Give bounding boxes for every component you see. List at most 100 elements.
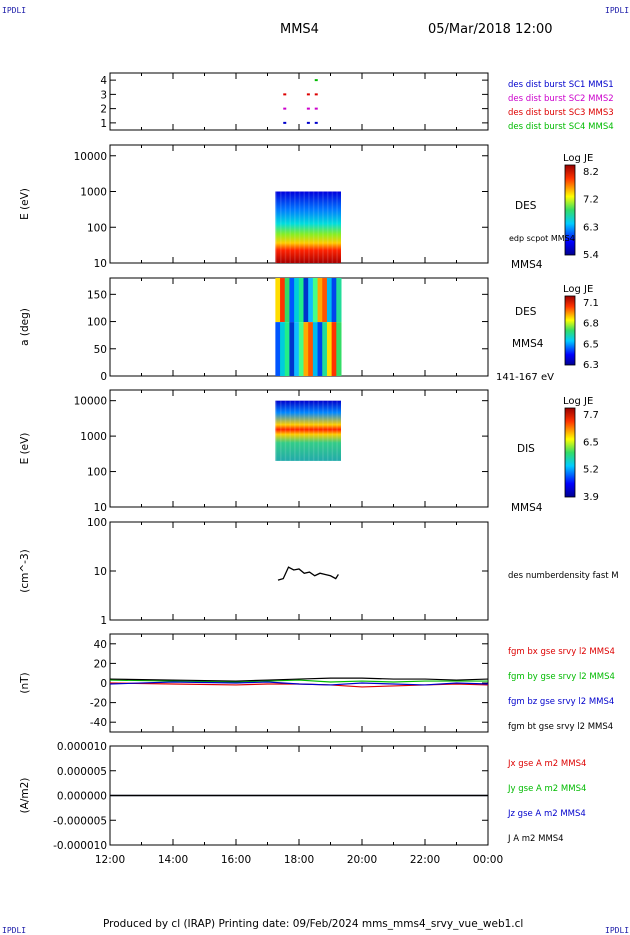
legend-entry: J A m2 MMS4	[507, 834, 564, 844]
pitch-angle-cell	[322, 322, 328, 376]
spectrogram-stripe	[284, 191, 287, 263]
spectrogram-stripe	[308, 191, 310, 263]
spectrogram-stripe	[294, 400, 296, 461]
y-tick-label: 1000	[80, 187, 107, 199]
colorbar-title: Log JE	[563, 153, 593, 164]
pitch-angle-cell	[331, 322, 337, 376]
y-tick-label: 0	[100, 678, 107, 690]
spectrogram-stripe	[336, 400, 338, 461]
colorbar-tick-label: 8.2	[583, 167, 599, 178]
colorbar-tick-label: 5.4	[583, 250, 599, 261]
spectrogram-stripe	[331, 400, 334, 461]
pitch-angle-cell	[326, 322, 333, 376]
x-tick-label: 16:00	[221, 854, 251, 866]
spectrogram-stripe	[322, 400, 324, 461]
spectrogram-stripe	[275, 400, 277, 461]
x-tick-label: 00:00	[473, 854, 503, 866]
burst-mark	[306, 93, 310, 96]
spectrogram-stripe	[298, 400, 301, 461]
burst-mark	[314, 121, 318, 124]
pitch-angle-cell	[336, 278, 342, 323]
y-tick-label: 10000	[74, 151, 107, 163]
corner-label-bottom-left: IPDLI	[2, 926, 27, 935]
spectrogram-stripe	[275, 191, 277, 263]
y-tick-label: 100	[87, 517, 107, 529]
y-tick-label: -0.000010	[53, 840, 107, 852]
pitch-angle-cell	[326, 278, 333, 323]
legend-entry: Jy gse A m2 MMS4	[507, 784, 586, 794]
pitch-angle-cell	[284, 322, 290, 376]
y-tick-label: 3	[100, 89, 107, 101]
b-field-line	[109, 677, 489, 682]
legend-entry: fgm bx gse srvy l2 MMS4	[508, 647, 615, 657]
pitch-angle-cell	[275, 278, 281, 323]
x-tick-label: 18:00	[284, 854, 314, 866]
panel-frame	[109, 72, 489, 131]
spectrogram-stripe	[322, 191, 324, 263]
footer-text: Produced by cl (IRAP) Printing date: 09/…	[103, 918, 524, 930]
colorbar	[564, 164, 576, 256]
panel-right-label: edp scpot MMS4	[509, 234, 575, 243]
y-tick-label: 100	[87, 222, 107, 234]
colorbar-tick-label: 6.3	[583, 360, 599, 371]
pitch-angle-cell	[289, 322, 295, 376]
b-field-line	[109, 679, 488, 683]
spectrogram-stripe	[294, 191, 296, 263]
spectrogram-stripe	[298, 191, 301, 263]
spectrogram-stripe	[303, 191, 305, 263]
burst-mark	[283, 121, 287, 124]
pitch-angle-cell	[303, 322, 309, 376]
pitch-angle-cell	[303, 278, 309, 323]
x-tick-label: 22:00	[410, 854, 440, 866]
x-tick-label: 14:00	[158, 854, 188, 866]
y-tick-label: 1	[100, 615, 107, 627]
burst-mark	[314, 93, 318, 96]
spectrogram-stripe	[326, 191, 329, 263]
y-tick-label: 1	[100, 118, 107, 130]
spectrogram-stripe	[317, 191, 320, 263]
panel-right-label: MMS4	[512, 338, 544, 350]
spectrogram-stripe	[326, 400, 329, 461]
y-tick-label: 0.000005	[57, 766, 107, 778]
spectrogram-stripe	[331, 191, 334, 263]
spectrogram-data	[275, 400, 341, 461]
panel-right-label: MMS4	[511, 502, 543, 514]
pitch-angle-cell	[298, 278, 304, 323]
burst-mark	[314, 107, 318, 110]
spectrogram-stripe	[336, 191, 338, 263]
y-tick-label: 4	[100, 75, 107, 87]
y-tick-label: 10	[94, 502, 107, 514]
legend-entry: des dist burst SC1 MMS1	[508, 80, 614, 90]
pitch-angle-cell	[308, 322, 314, 376]
pitch-angle-cell	[336, 322, 342, 376]
spectrogram-data	[275, 191, 341, 263]
pitch-angle-cell	[317, 322, 323, 376]
panel-right-label: DIS	[517, 443, 535, 455]
y-tick-label: 0.000010	[57, 741, 107, 753]
pitch-angle-cell	[289, 278, 295, 323]
pitch-angle-cell	[294, 322, 300, 376]
y-tick-label: 40	[94, 639, 107, 651]
spectrogram-stripe	[312, 400, 315, 461]
y-axis-label: (A/m2)	[19, 778, 31, 814]
y-tick-label: 0.000000	[57, 791, 107, 803]
x-tick-label: 20:00	[347, 854, 377, 866]
legend-entry: fgm bz gse srvy l2 MMS4	[508, 697, 614, 707]
pitch-angle-cell	[317, 278, 323, 323]
corner-label-top-left: IPDLI	[2, 6, 27, 15]
colorbar-title: Log JE	[563, 284, 593, 295]
pitch-angle-cell	[284, 278, 290, 323]
spectrogram-stripe	[308, 400, 310, 461]
panel-right-label: MMS4	[511, 259, 543, 271]
burst-mark	[283, 93, 287, 96]
legend-entry: fgm by gse srvy l2 MMS4	[508, 672, 615, 682]
panel-frame	[109, 521, 489, 621]
corner-label-top-right: IPDLI	[605, 6, 630, 15]
corner-label-bottom-right: IPDLI	[605, 926, 630, 935]
colorbar-tick-label: 5.2	[583, 465, 599, 476]
pitch-angle-cell	[308, 278, 314, 323]
y-tick-label: 1000	[80, 431, 107, 443]
colorbar-tick-label: 6.3	[583, 222, 599, 233]
legend-entry: fgm bt gse srvy l2 MMS4	[508, 722, 613, 732]
colorbar-tick-label: 6.5	[583, 339, 599, 350]
